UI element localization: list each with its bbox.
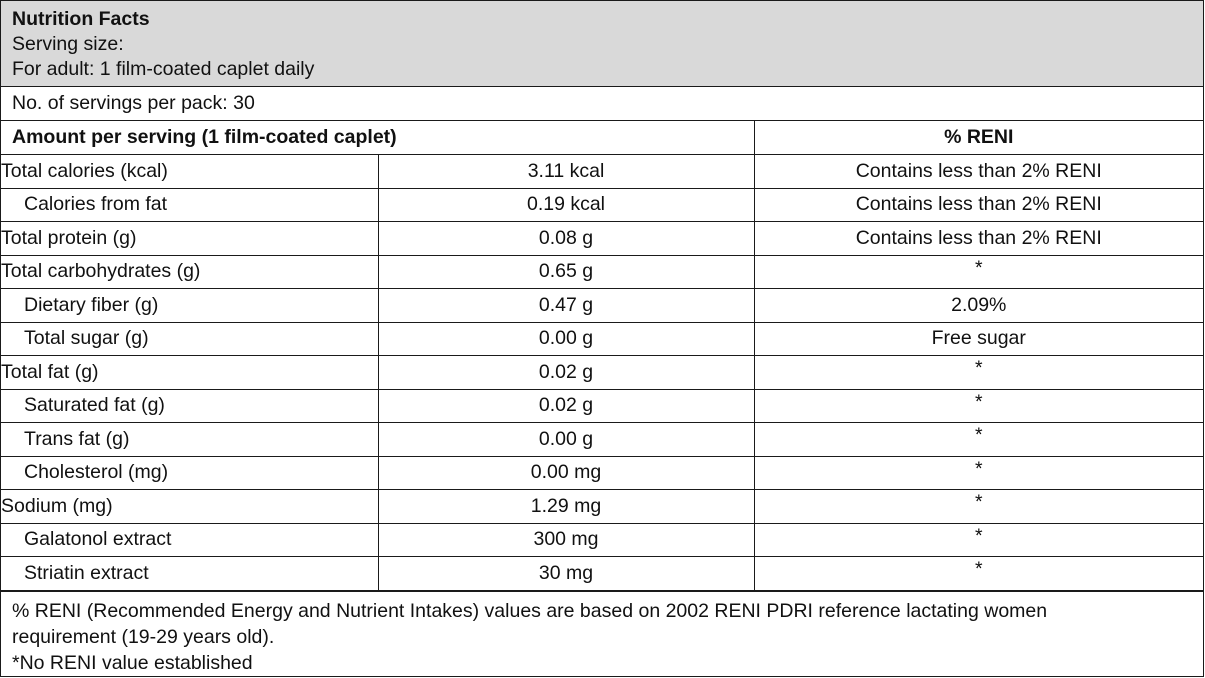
table-row: Striatin extract 30 mg * [1, 556, 1203, 591]
table-row: Saturated fat (g) 0.02 g * [1, 388, 1203, 423]
nutrient-reni: * [753, 388, 1203, 423]
nutrient-name: Total sugar (g) [1, 321, 379, 356]
table-header-row: Amount per serving (1 film-coated caplet… [1, 121, 1203, 155]
nutrient-reni: 2.09% [753, 288, 1203, 323]
nutrient-amount: 3.11 kcal [377, 154, 755, 189]
table-row: Total calories (kcal) 3.11 kcal Contains… [1, 154, 1203, 189]
nutrient-amount: 0.65 g [377, 254, 755, 289]
nutrient-reni: * [753, 489, 1203, 524]
nutrient-reni: * [753, 422, 1203, 457]
nutrient-name: Galatonol extract [1, 522, 379, 557]
nutrient-amount: 30 mg [377, 556, 755, 591]
nutrient-name: Total carbohydrates (g) [1, 254, 379, 289]
nutrient-reni: * [753, 355, 1203, 390]
table-row: Total sugar (g) 0.00 g Free sugar [1, 321, 1203, 356]
table-row: Total protein (g) 0.08 g Contains less t… [1, 221, 1203, 256]
nutrient-name: Calories from fat [1, 187, 379, 222]
nutrient-reni: * [753, 455, 1203, 490]
nutrient-amount: 0.00 g [377, 321, 755, 356]
table-row: Total fat (g) 0.02 g * [1, 355, 1203, 390]
footnote-line: requirement (19-29 years old). [12, 626, 275, 648]
table-row: Galatonol extract 300 mg * [1, 522, 1203, 557]
nutrient-name: Trans fat (g) [1, 422, 379, 457]
table-row: Total carbohydrates (g) 0.65 g * [1, 254, 1203, 289]
reni-header: % RENI [753, 121, 1203, 155]
table-row: Trans fat (g) 0.00 g * [1, 422, 1203, 457]
nutrient-amount: 0.02 g [377, 355, 755, 390]
no-reni-note: *No RENI value established [12, 652, 253, 674]
serving-size-label: Serving size: [12, 33, 124, 55]
reni-footnote: % RENI (Recommended Energy and Nutrient … [1, 591, 1203, 677]
nutrient-amount: 300 mg [377, 522, 755, 557]
table-row: Cholesterol (mg) 0.00 mg * [1, 455, 1203, 490]
nutrient-amount: 0.08 g [377, 221, 755, 256]
nutrient-name: Total protein (g) [1, 221, 379, 256]
nutrient-name: Saturated fat (g) [1, 388, 379, 423]
table-row: Sodium (mg) 1.29 mg * [1, 489, 1203, 524]
nutrient-amount: 0.47 g [377, 288, 755, 323]
nutrient-name: Total fat (g) [1, 355, 379, 390]
nutrition-table: Amount per serving (1 film-coated caplet… [1, 121, 1203, 591]
footnote-line: % RENI (Recommended Energy and Nutrient … [12, 600, 1048, 622]
nutrient-reni: Contains less than 2% RENI [753, 187, 1203, 222]
label-header: Nutrition Facts Serving size: For adult:… [1, 1, 1203, 87]
label-title: Nutrition Facts [12, 8, 150, 30]
nutrient-amount: 0.02 g [377, 388, 755, 423]
nutrient-amount: 0.00 mg [377, 455, 755, 490]
nutrient-name: Sodium (mg) [1, 489, 379, 524]
nutrient-name: Dietary fiber (g) [1, 288, 379, 323]
nutrient-name: Cholesterol (mg) [1, 455, 379, 490]
nutrient-amount: 0.19 kcal [377, 187, 755, 222]
table-row: Dietary fiber (g) 0.47 g 2.09% [1, 288, 1203, 323]
amount-per-serving-header: Amount per serving (1 film-coated caplet… [1, 121, 755, 155]
serving-size-detail: For adult: 1 film-coated caplet daily [12, 58, 315, 80]
nutrient-reni: Contains less than 2% RENI [753, 154, 1203, 189]
nutrient-amount: 0.00 g [377, 422, 755, 457]
nutrient-reni: * [753, 522, 1203, 557]
nutrient-reni: Contains less than 2% RENI [753, 221, 1203, 256]
nutrient-name: Total calories (kcal) [1, 154, 379, 189]
table-row: Calories from fat 0.19 kcal Contains les… [1, 187, 1203, 222]
servings-per-pack: No. of servings per pack: 30 [1, 87, 1203, 121]
nutrient-reni: * [753, 254, 1203, 289]
nutrient-amount: 1.29 mg [377, 489, 755, 524]
nutrient-reni: Free sugar [753, 321, 1203, 356]
nutrient-reni: * [753, 556, 1203, 591]
nutrient-name: Striatin extract [1, 556, 379, 591]
